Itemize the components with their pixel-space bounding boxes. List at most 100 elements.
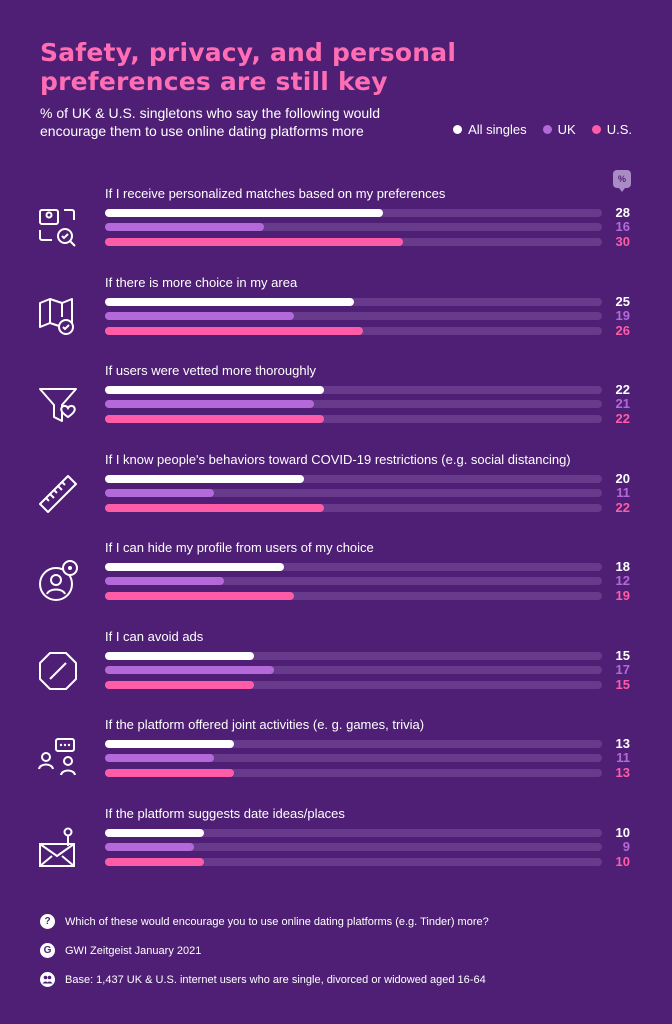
bar-track [105,665,602,674]
legend-dot-us [591,125,601,134]
data-label: 10 [615,853,630,869]
data-label: 16 [615,219,630,234]
legend-label-us: U.S. [606,122,632,137]
legend-dot-all [453,125,463,134]
mail-pin-icon [39,827,75,867]
data-label: 10 [615,824,630,840]
bar-track [105,563,602,571]
category-label: If users were vetted more thoroughly [105,363,316,378]
chart-subtitle: % of UK & U.S. singletons who say the fo… [40,105,381,139]
bar-track [105,592,602,600]
bar-uk [105,842,195,851]
bar-track [105,474,602,483]
bar-uk [105,400,314,408]
category-label: If I can hide my profile from users of m… [105,540,374,555]
map-check-icon [39,297,74,335]
data-label: 9 [622,838,630,854]
bar-uk [105,577,225,585]
data-label: 19 [615,588,630,603]
bar-group: If users were vetted more thoroughly 22 21… [0,363,672,443]
bar-all [105,563,284,571]
category-label: If the platform suggests date ideas/plac… [105,805,345,821]
bar-group: If I receive personalized matches based … [0,186,672,266]
bar-all [105,474,304,483]
data-label: 17 [615,661,630,677]
data-label: 15 [615,647,630,663]
category-label: If I receive personalized matches based … [105,186,446,201]
bar-track [105,400,602,408]
bar-track [105,326,602,335]
people-icon [40,972,55,987]
data-label: 20 [615,470,630,486]
bar-uk [105,311,294,320]
category-label: If there is more choice in my area [105,274,298,290]
category-label: If the platform offered joint activities… [105,717,425,732]
filter-heart-icon [39,388,77,422]
bar-all [105,828,205,837]
bar-all [105,386,324,394]
data-label: 11 [616,484,630,500]
bar-track [105,238,602,246]
bar-track [105,577,602,585]
data-label: 13 [615,765,630,780]
group-chat-icon [38,738,76,776]
bar-uk [105,488,215,497]
data-label: 19 [615,307,630,323]
bar-us [105,503,324,512]
data-label: 18 [615,559,630,574]
data-label: 22 [615,382,630,397]
data-label: 13 [615,736,630,751]
bar-all [105,651,255,660]
bar-all [105,740,235,748]
bar-group: If I know people's behaviors toward COVI… [0,452,672,532]
bar-track [105,311,602,320]
bar-track [105,488,602,497]
bar-us [105,326,364,335]
data-label: 28 [615,205,630,220]
bar-track [105,297,602,306]
bar-track [105,386,602,394]
bar-track [105,651,602,660]
footer-question-text: Which of these would encourage you to us… [65,915,489,928]
footer-source: G GWI Zeitgeist January 2021 [40,943,201,958]
legend-item-uk: UK [542,122,576,137]
bar-track [105,680,602,689]
data-label: 22 [615,499,630,515]
footer-source-text: GWI Zeitgeist January 2021 [65,944,202,957]
bar-all [105,209,384,217]
data-label: 26 [615,322,630,338]
bar-us [105,415,324,423]
footer-base-text: Base: 1,437 UK & U.S. internet users who… [65,973,486,986]
category-label: If I can avoid ads [105,628,204,644]
bar-us [105,680,255,689]
bar-us [105,857,205,866]
chart-title: Safety, privacy, and personal preference… [40,38,457,96]
legend-label-all: All singles [468,122,527,137]
bar-group: If the platform offered joint activities… [0,717,672,797]
data-label: 25 [615,293,630,309]
legend-dot-uk [542,125,552,134]
bar-track [105,857,602,866]
bar-track [105,223,602,231]
legend-label-uk: UK [557,122,576,137]
bar-track [105,503,602,512]
data-label: 21 [615,396,630,411]
footer-question: ? Which of these would encourage you to … [40,914,489,929]
ruler-icon [39,474,77,513]
bar-group: If I can hide my profile from users of m… [0,540,672,620]
bar-group: If I can avoid ads 15 17 15 [0,629,672,709]
question-icon: ? [40,914,55,929]
bar-us [105,238,404,246]
data-label: 15 [615,676,630,692]
percent-badge: % [613,170,631,192]
footer-base: Base: 1,437 UK & U.S. internet users who… [40,972,486,987]
bar-us [105,769,235,777]
bar-uk [105,665,274,674]
bar-all [105,297,354,306]
source-logo-icon: G [40,943,55,958]
bar-track [105,415,602,423]
profile-eye-icon [39,560,78,601]
bar-group: If there is more choice in my area 25 19 26 [0,275,672,355]
category-label: If I know people's behaviors toward COVI… [105,451,571,467]
legend-item-all: All singles [453,122,527,137]
